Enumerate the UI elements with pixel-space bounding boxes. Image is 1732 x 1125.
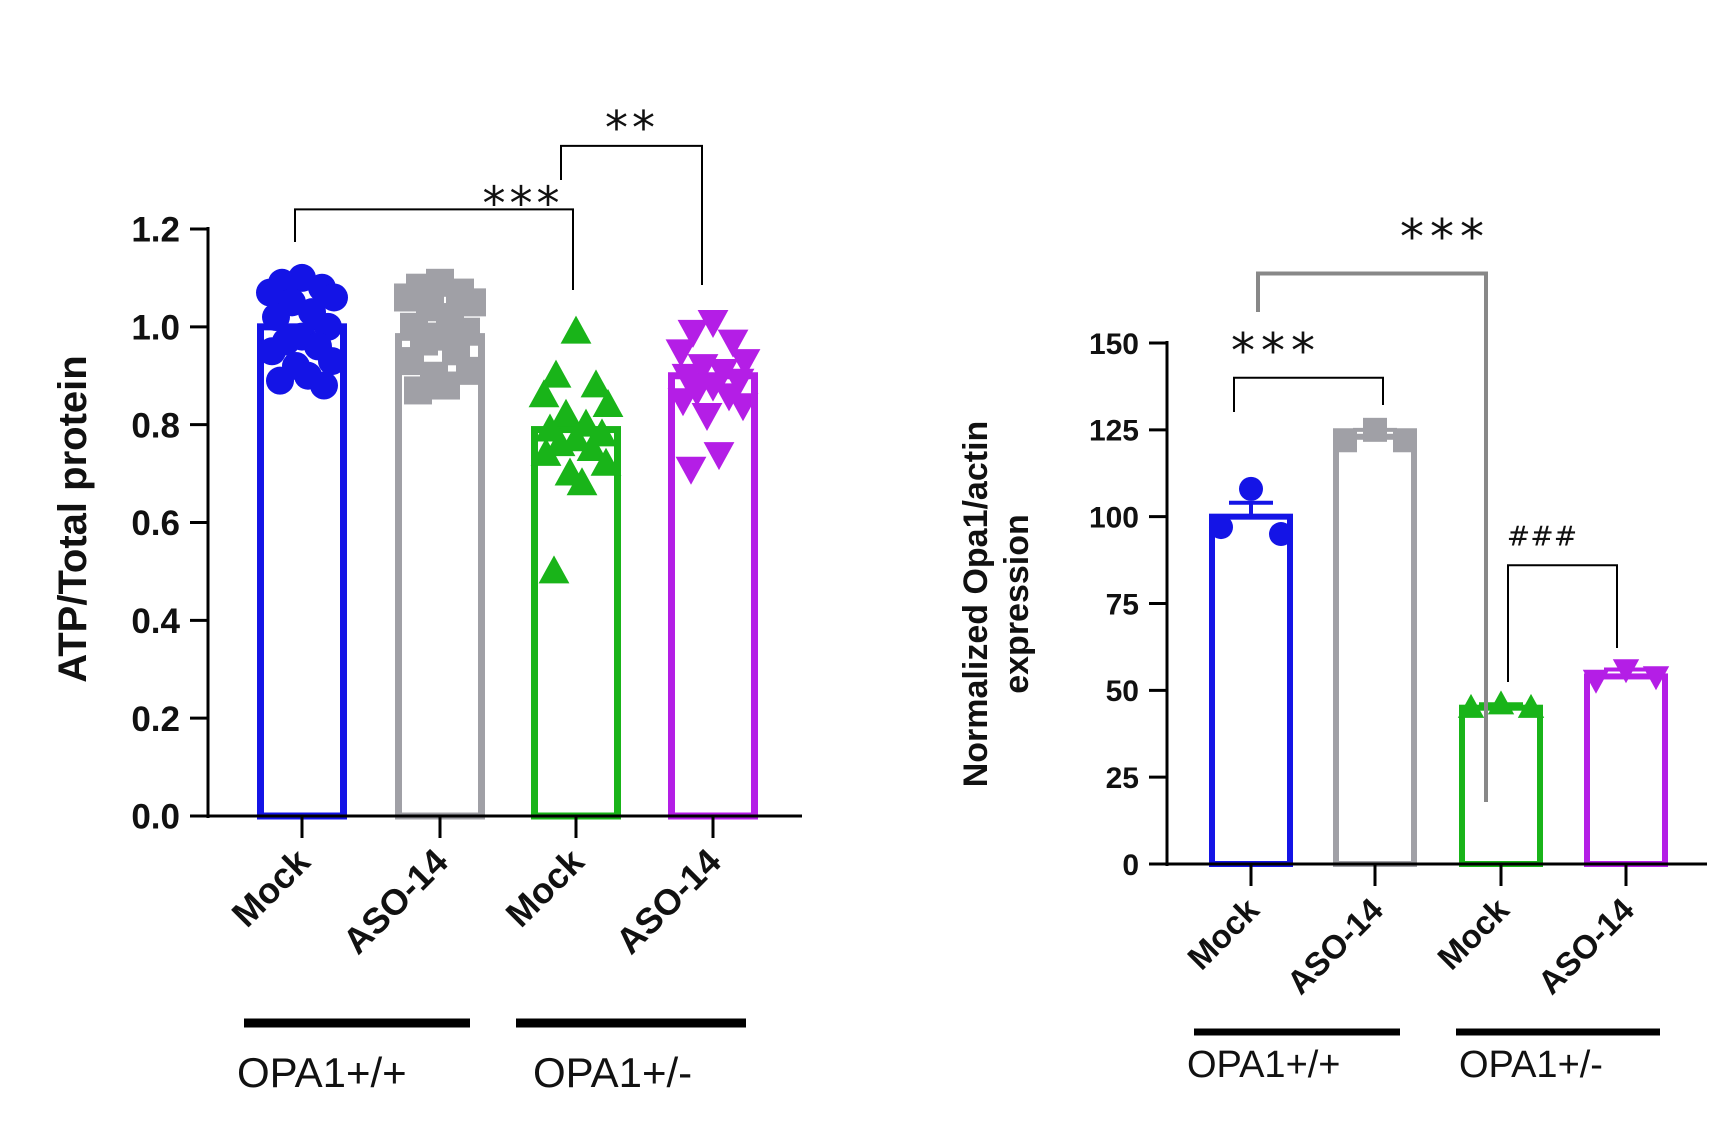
a-point-2-1 bbox=[540, 359, 572, 388]
a-point-2-15 bbox=[566, 467, 598, 496]
a-point-2-2 bbox=[580, 369, 612, 398]
a-point-0-3 bbox=[256, 278, 284, 307]
b-y-tick-label-4: 100 bbox=[1089, 501, 1139, 534]
a-point-0-12 bbox=[258, 337, 286, 366]
b-significance-bracket-1 bbox=[1256, 271, 1488, 802]
b-category-label-2: Mock bbox=[1430, 890, 1516, 976]
a-point-2-4 bbox=[592, 389, 624, 417]
b-category-label-0: Mock bbox=[1180, 890, 1266, 976]
a-y-tick-label-6: 1.2 bbox=[131, 211, 180, 250]
a-point-1-13 bbox=[456, 356, 484, 385]
b-point-1-2 bbox=[1393, 428, 1417, 453]
a-point-3-16 bbox=[675, 456, 707, 485]
a-point-0-16 bbox=[266, 366, 294, 395]
b-point-0-2 bbox=[1269, 522, 1293, 547]
b-y-tick-label-2: 50 bbox=[1106, 675, 1139, 708]
atp-y-axis-title: ATP/Total protein bbox=[51, 355, 95, 682]
b-significance-bracket-2 bbox=[1507, 564, 1618, 682]
a-point-3-13 bbox=[727, 393, 759, 422]
b-bar-2 bbox=[1459, 704, 1543, 868]
b-bar-1 bbox=[1333, 433, 1417, 867]
a-point-3-4 bbox=[729, 349, 761, 378]
atp-chart: ATP/Total protein 0.00.20.40.60.81.01.2 … bbox=[51, 101, 802, 1096]
a-category-label-2: Mock bbox=[498, 840, 593, 935]
opa1-y-axis-title-line2: expression bbox=[998, 514, 1036, 694]
a-point-2-5 bbox=[550, 398, 582, 427]
a-category-label-3: ASO-14 bbox=[608, 841, 729, 962]
a-point-1-15 bbox=[432, 371, 460, 400]
b-point-2-2 bbox=[1517, 693, 1545, 718]
a-point-0-4 bbox=[320, 283, 348, 312]
a-bar-1 bbox=[395, 333, 485, 820]
a-point-3-6 bbox=[707, 358, 739, 387]
a-point-2-16 bbox=[538, 555, 570, 584]
b-point-0-0 bbox=[1239, 476, 1263, 501]
a-bar-0 bbox=[257, 323, 347, 820]
a-point-3-11 bbox=[713, 383, 745, 412]
b-point-2-0 bbox=[1487, 690, 1515, 715]
a-point-3-1 bbox=[677, 319, 709, 348]
b-significance-label-0: *** bbox=[1231, 324, 1321, 380]
a-point-0-17 bbox=[310, 371, 338, 400]
a-point-1-12 bbox=[396, 347, 424, 376]
a-point-3-14 bbox=[691, 402, 723, 431]
a-point-3-10 bbox=[681, 378, 713, 407]
a-bar-3 bbox=[668, 372, 758, 820]
b-y-tick-label-6: 150 bbox=[1089, 328, 1139, 361]
a-group-label-0: OPA1+/+ bbox=[237, 1049, 407, 1096]
a-point-2-11 bbox=[576, 433, 608, 462]
a-point-3-7 bbox=[671, 363, 703, 392]
b-significance-label-1: *** bbox=[1400, 210, 1490, 266]
b-point-2-1 bbox=[1457, 693, 1485, 718]
a-y-tick-label-0: 0.0 bbox=[131, 798, 180, 837]
a-point-0-13 bbox=[318, 347, 346, 376]
a-point-2-3 bbox=[528, 379, 560, 408]
b-point-3-2 bbox=[1642, 666, 1670, 691]
a-category-label-0: Mock bbox=[224, 840, 319, 935]
b-group-label-0: OPA1+/+ bbox=[1187, 1044, 1341, 1086]
b-y-tick-label-5: 125 bbox=[1089, 415, 1139, 448]
a-group-label-1: OPA1+/- bbox=[533, 1049, 692, 1096]
a-category-label-1: ASO-14 bbox=[335, 841, 456, 962]
a-significance-label-0: *** bbox=[483, 176, 564, 230]
b-group-label-1: OPA1+/- bbox=[1459, 1044, 1603, 1086]
a-point-2-0 bbox=[560, 315, 592, 344]
a-y-tick-label-5: 1.0 bbox=[131, 308, 180, 347]
b-point-0-1 bbox=[1209, 515, 1233, 540]
b-y-tick-label-1: 25 bbox=[1106, 762, 1139, 795]
b-significance-bracket-0 bbox=[1233, 376, 1384, 412]
a-y-tick-label-2: 0.4 bbox=[131, 602, 180, 641]
b-point-3-0 bbox=[1612, 659, 1640, 684]
b-significance-label-2: ### bbox=[1507, 519, 1577, 552]
a-significance-label-1: ** bbox=[605, 101, 659, 155]
a-point-3-12 bbox=[667, 388, 699, 417]
b-category-label-3: ASO-14 bbox=[1530, 890, 1641, 1001]
b-y-tick-label-0: 0 bbox=[1122, 849, 1139, 882]
b-bar-3 bbox=[1584, 673, 1668, 867]
a-point-0-7 bbox=[262, 303, 290, 332]
b-bar-0 bbox=[1209, 513, 1293, 868]
a-point-1-16 bbox=[404, 376, 432, 405]
b-point-3-1 bbox=[1582, 669, 1610, 694]
b-point-1-1 bbox=[1333, 428, 1357, 453]
opa1-chart: Normalized Opa1/actin expression 0 25 50 75… bbox=[957, 210, 1707, 1086]
a-point-3-0 bbox=[697, 310, 729, 339]
a-point-3-15 bbox=[703, 442, 735, 471]
a-y-tick-label-1: 0.2 bbox=[131, 700, 180, 739]
a-significance-bracket-1 bbox=[560, 144, 703, 285]
a-point-3-2 bbox=[717, 329, 749, 358]
a-point-3-3 bbox=[665, 339, 697, 368]
a-y-tick-label-4: 0.8 bbox=[131, 406, 180, 445]
a-point-2-12 bbox=[530, 437, 562, 466]
b-point-1-0 bbox=[1363, 417, 1387, 442]
a-point-3-8 bbox=[723, 368, 755, 397]
a-point-2-10 bbox=[544, 428, 576, 457]
a-significance-bracket-0 bbox=[294, 208, 574, 290]
a-y-tick-label-3: 0.6 bbox=[131, 504, 180, 543]
b-y-tick-label-3: 75 bbox=[1106, 588, 1139, 621]
b-category-label-1: ASO-14 bbox=[1279, 890, 1390, 1001]
opa1-y-axis-title-line1: Normalized Opa1/actin bbox=[957, 421, 995, 788]
a-point-2-13 bbox=[590, 447, 622, 476]
